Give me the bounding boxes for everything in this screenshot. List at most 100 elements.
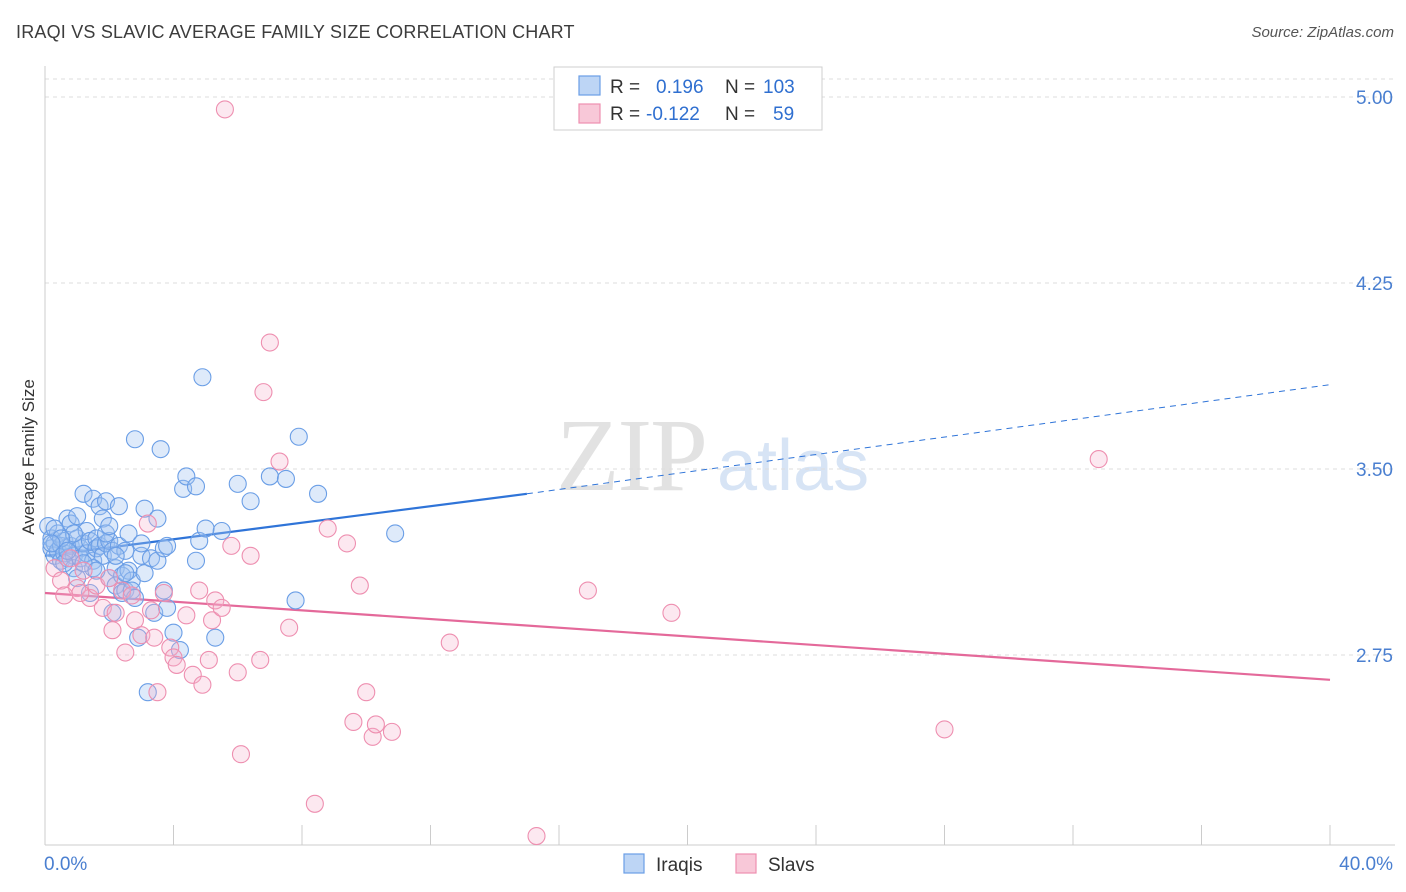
watermark-atlas: atlas: [717, 426, 869, 506]
iraqis-point: [276, 469, 295, 488]
slavs-point: [199, 650, 218, 670]
iraqis-point: [135, 499, 154, 518]
iraqis-point: [132, 534, 151, 553]
slavs-point: [251, 650, 270, 670]
iraqis-point: [135, 564, 154, 583]
iraqis-point: [93, 509, 112, 528]
y-tick-label: 2.75: [1356, 646, 1393, 667]
watermark-zip: ZIP: [556, 398, 706, 513]
axes: [44, 66, 1395, 846]
iraqis-point: [309, 484, 328, 503]
iraqis-point: [106, 546, 125, 565]
iraqis-point: [45, 519, 64, 538]
iraqis-point: [119, 524, 138, 543]
slavs-point: [231, 745, 251, 764]
data-points: [39, 100, 1108, 846]
iraqis-point: [289, 427, 308, 446]
slavs-point: [241, 546, 260, 565]
iraqis-point: [193, 368, 212, 387]
iraqis-trendline: [44, 492, 528, 557]
slavs-point: [337, 534, 357, 553]
iraqis-point: [286, 591, 305, 610]
slavs-point: [270, 452, 289, 471]
n-value-slavs: 59: [773, 104, 794, 125]
slavs-point: [113, 581, 132, 600]
slavs-point: [215, 100, 234, 119]
y-tick-label: 4.25: [1356, 274, 1393, 295]
iraqis-point: [42, 534, 61, 553]
slavs-point: [382, 722, 402, 741]
slavs-point: [203, 611, 222, 630]
slavs-point: [260, 333, 279, 352]
slavs-point: [116, 643, 135, 662]
slavs-point: [254, 383, 273, 402]
iraqis-point: [212, 521, 231, 541]
n-value-iraqis: 103: [763, 77, 795, 98]
iraqis-legend-swatch: [578, 75, 601, 96]
slavs-point: [55, 586, 74, 605]
slavs-point: [138, 514, 157, 533]
chart-title: IRAQI VS SLAVIC AVERAGE FAMILY SIZE CORR…: [16, 22, 575, 42]
iraqis-point: [186, 551, 206, 570]
slavs-point: [222, 536, 241, 555]
stats-legend: R = 0.196 N = 103 R = -0.122 N = 59: [553, 66, 823, 131]
iraqis-point: [129, 628, 148, 647]
iraqis-point: [228, 474, 247, 493]
source-credit: Source: ZipAtlas.com: [1251, 24, 1394, 41]
x-tick-label: 40.0%: [1339, 854, 1393, 875]
iraqis-trendline-extension: [526, 384, 1331, 495]
slavs-point: [141, 601, 161, 620]
slavs-point: [578, 581, 597, 600]
slavs-point: [177, 606, 196, 625]
slavs-point: [167, 655, 186, 674]
y-tick-label: 5.00: [1356, 88, 1393, 109]
n-label-slavs: N =: [725, 104, 755, 125]
slavs-point: [148, 683, 167, 702]
slavs-legend-swatch: [578, 103, 601, 124]
iraqis-point: [206, 628, 225, 647]
slavs-point: [935, 720, 954, 739]
slavs-point: [366, 715, 385, 734]
slavs-point: [193, 675, 212, 694]
slavs-point: [357, 683, 376, 702]
iraqis-point: [138, 683, 157, 702]
iraqis-swatch: [623, 853, 645, 874]
slavs-point: [212, 598, 231, 617]
iraqis-point: [158, 536, 177, 555]
slavs-point: [52, 571, 71, 590]
r-label-slavs: R =: [610, 104, 640, 125]
iraqis-point: [386, 524, 405, 543]
n-label-iraqis: N =: [725, 77, 755, 98]
iraqis-point: [125, 430, 144, 449]
slavs-point: [318, 519, 337, 538]
r-label-iraqis: R =: [610, 77, 640, 98]
slavs-point: [344, 712, 363, 732]
slavs-point: [527, 826, 546, 846]
slavs-point: [71, 583, 90, 603]
iraqis-point: [154, 539, 173, 558]
iraqis-point: [186, 477, 206, 496]
slavs-point: [145, 628, 164, 647]
r-value-slavs: -0.122: [646, 104, 700, 125]
iraqis-point: [109, 497, 128, 516]
iraqis-point: [241, 492, 260, 511]
slavs-point: [125, 611, 144, 630]
slavs-point: [350, 576, 369, 595]
slavs-point: [103, 621, 122, 640]
iraqis-point: [148, 509, 167, 528]
slavs-point: [161, 638, 180, 657]
y-axis-label: Average Family Size: [19, 379, 38, 535]
slavs-point: [154, 583, 173, 603]
series-legend: Iraqis Slavs: [623, 853, 814, 876]
iraqis-point: [164, 623, 183, 642]
iraqis-point: [74, 484, 93, 503]
y-tick-label: 3.50: [1356, 460, 1393, 481]
slavs-point: [74, 561, 93, 580]
slavs-point: [61, 549, 80, 568]
iraqis-point: [196, 519, 215, 538]
iraqis-point: [68, 569, 87, 588]
slavs-point: [1089, 450, 1108, 469]
iraqis-point: [68, 507, 87, 526]
slavs-point: [183, 665, 202, 684]
